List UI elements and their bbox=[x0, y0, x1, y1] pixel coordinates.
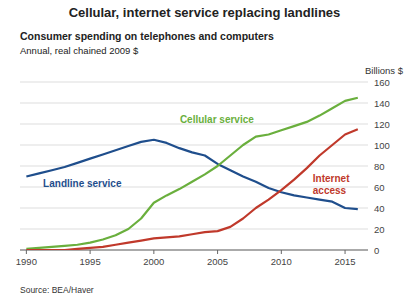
source: Source: BEA/Haver bbox=[20, 285, 94, 295]
y-tick-label: 60 bbox=[374, 182, 385, 193]
series-label-line: Cellular service bbox=[180, 114, 254, 125]
y-tick-label: 100 bbox=[374, 140, 390, 151]
y-tick-label: 120 bbox=[374, 119, 390, 130]
x-tick bbox=[345, 250, 346, 254]
grid-line bbox=[20, 229, 368, 230]
series-label-line: Landline service bbox=[43, 178, 122, 189]
grid-line bbox=[20, 145, 368, 146]
y-tick-label: 160 bbox=[374, 77, 390, 88]
x-tick-label: 2015 bbox=[334, 256, 355, 267]
y-axis-label: Billions $ bbox=[365, 65, 404, 76]
subtitle: Consumer spending on telephones and comp… bbox=[20, 30, 274, 42]
y-tick-label: 140 bbox=[374, 98, 390, 109]
series-label: Cellular service bbox=[180, 114, 254, 125]
series-line bbox=[26, 140, 357, 209]
x-tick bbox=[26, 250, 27, 254]
grid bbox=[20, 82, 368, 250]
y-tick-label: 40 bbox=[374, 203, 385, 214]
x-tick bbox=[217, 250, 218, 254]
x-tick-label: 2005 bbox=[207, 256, 228, 267]
x-tick-label: 1995 bbox=[80, 256, 101, 267]
series-label-line: Internet bbox=[313, 173, 350, 184]
grid-line bbox=[20, 208, 368, 209]
x-tick bbox=[90, 250, 91, 254]
grid-line bbox=[20, 103, 368, 104]
y-tick-label: 0 bbox=[374, 245, 379, 256]
series-line bbox=[26, 129, 357, 250]
series-line bbox=[26, 98, 357, 249]
title: Cellular, internet service replacing lan… bbox=[69, 5, 341, 20]
y-tick-label: 80 bbox=[374, 161, 385, 172]
subtitle: Annual, real chained 2009 $ bbox=[20, 45, 139, 56]
y-tick-label: 20 bbox=[374, 224, 385, 235]
x-tick bbox=[281, 250, 282, 254]
x-tick bbox=[153, 250, 154, 254]
grid-line bbox=[20, 82, 368, 83]
series-label-line: access bbox=[313, 185, 347, 196]
x-tick-label: 2000 bbox=[143, 256, 164, 267]
x-tick-label: 1990 bbox=[16, 256, 37, 267]
x-tick-label: 2010 bbox=[271, 256, 292, 267]
series-label: Landline service bbox=[43, 178, 122, 189]
series-label: Internetaccess bbox=[313, 173, 350, 196]
chart: Cellular, internet service replacing lan… bbox=[0, 0, 409, 300]
series-group bbox=[26, 98, 357, 250]
